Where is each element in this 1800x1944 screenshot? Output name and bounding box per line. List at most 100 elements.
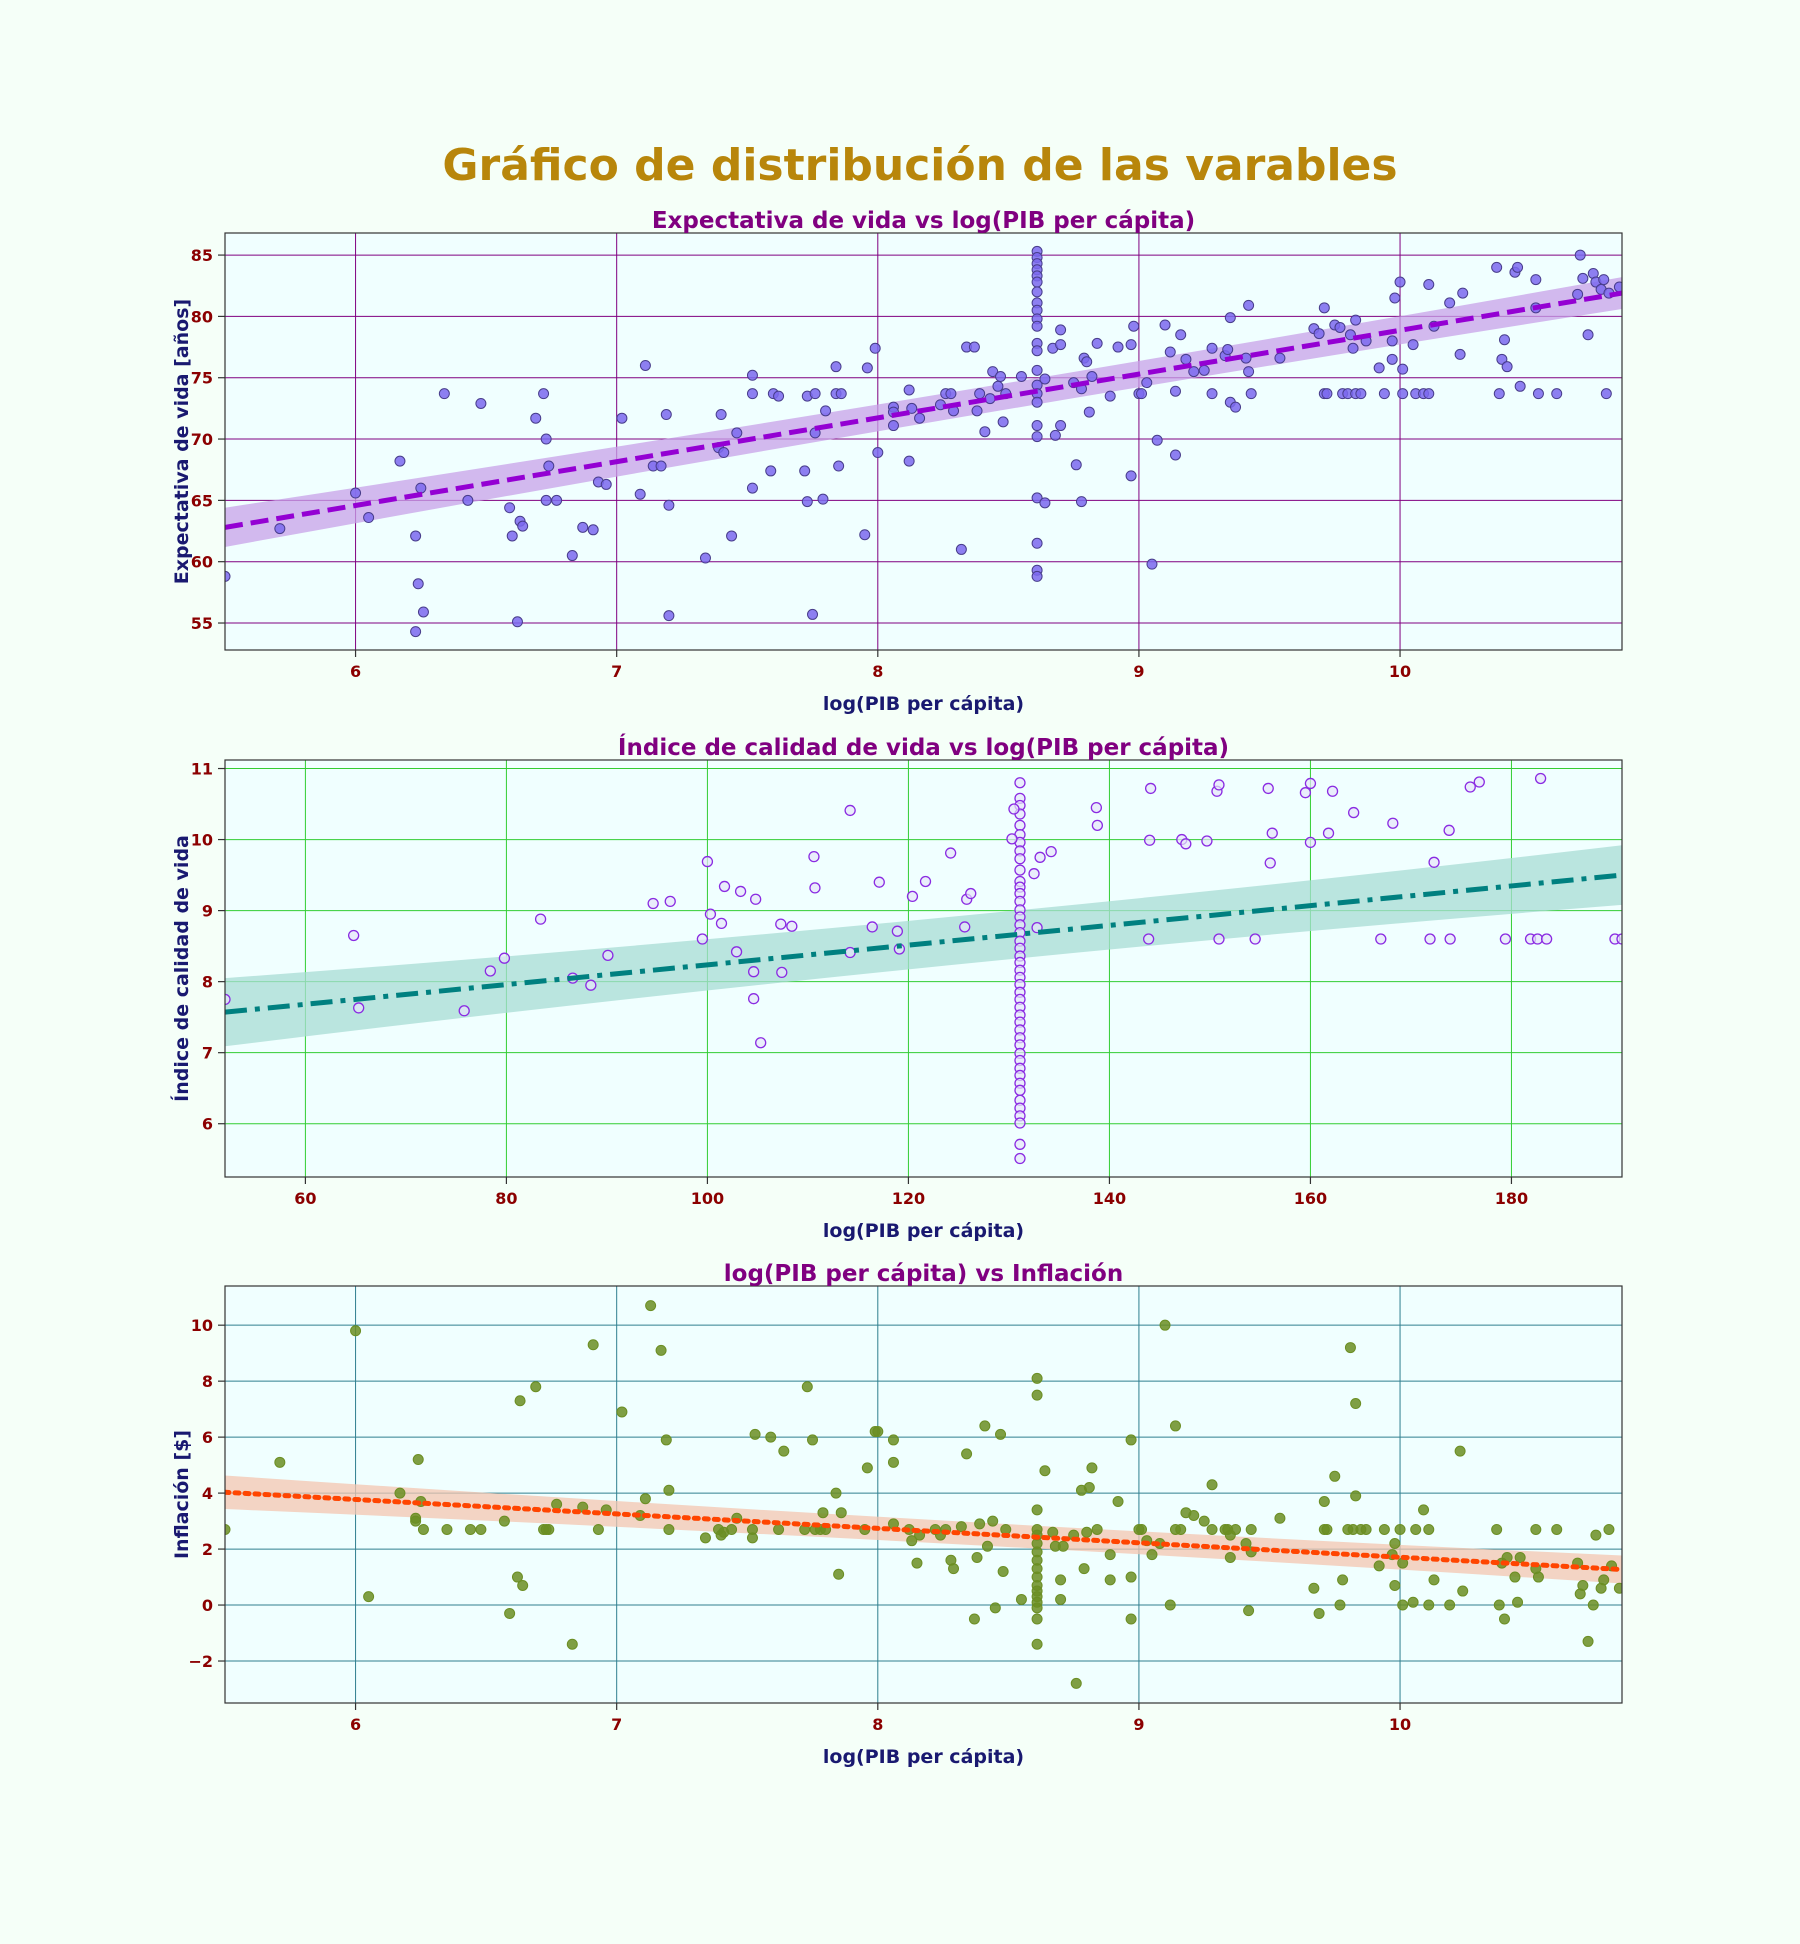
data-point [808, 850, 820, 863]
data-point [1031, 570, 1043, 582]
data-point [1454, 348, 1466, 360]
data-point [1180, 353, 1192, 365]
x-tick-label: 180 [1495, 1189, 1528, 1208]
data-point [1308, 1582, 1320, 1594]
data-point [979, 426, 991, 438]
data-point [274, 1456, 286, 1468]
data-point [585, 979, 597, 991]
data-point [974, 1518, 986, 1530]
data-point [1321, 388, 1333, 400]
data-point [903, 455, 915, 467]
data-point [696, 933, 709, 945]
x-tick-label: 9 [1133, 1715, 1144, 1734]
data-point [1006, 833, 1018, 845]
panel-quality-index: 60 80 100 120 140 160 180 6 7 8 9 10 11 Índice de cal… [170, 733, 1623, 1242]
data-point [861, 1462, 873, 1474]
data-point [1045, 845, 1057, 858]
data-point [1015, 1593, 1027, 1605]
y-tick-label: 2 [202, 1540, 213, 1559]
data-point [1530, 274, 1542, 286]
data-point [1055, 324, 1067, 336]
data-point [1091, 1523, 1103, 1535]
trend-line [225, 872, 1622, 1015]
data-point [517, 520, 529, 532]
y-tick-label: 7 [202, 1044, 213, 1063]
data-point [1551, 1523, 1563, 1535]
data-point [1397, 388, 1409, 400]
x-tick-label: 7 [611, 1715, 622, 1734]
data-point [1014, 864, 1026, 876]
data-point [1496, 353, 1508, 365]
data-point [538, 388, 550, 400]
data-point [1057, 1540, 1069, 1552]
data-point [749, 1428, 761, 1440]
data-point [663, 499, 675, 511]
data-point [1112, 341, 1124, 353]
data-point [1266, 827, 1278, 839]
data-point [746, 482, 758, 494]
data-point [1444, 1599, 1456, 1611]
data-point [773, 1523, 785, 1535]
data-point [1532, 388, 1544, 400]
data-point [655, 1344, 667, 1356]
data-point [394, 455, 406, 467]
plot-frame [224, 1285, 1623, 1704]
data-point [484, 965, 496, 977]
y-axis-label: Inflación [$] [171, 1430, 193, 1559]
data-point [989, 1602, 1001, 1614]
data-point [1423, 388, 1435, 400]
data-point [992, 380, 1004, 392]
data-point [817, 1507, 829, 1519]
data-point [1028, 868, 1040, 880]
data-point [833, 460, 845, 472]
y-tick-label: 85 [191, 246, 213, 265]
data-point [987, 366, 999, 378]
y-tick-label: 0 [202, 1596, 213, 1615]
data-point [1313, 1607, 1325, 1619]
data-point [1014, 777, 1026, 789]
data-point [347, 929, 360, 942]
x-tick-label: 8 [872, 662, 883, 681]
data-point [887, 420, 899, 432]
data-point [1086, 370, 1098, 382]
data-point [1081, 1526, 1093, 1538]
data-point [639, 1493, 651, 1505]
y-tick-label: −2 [188, 1652, 213, 1671]
x-axis-label: log(PIB per cápita) [823, 1746, 1024, 1768]
data-point [1175, 1523, 1187, 1535]
x-tick-label: 10 [1389, 1715, 1411, 1734]
data-point [1378, 1523, 1390, 1535]
data-point [906, 890, 919, 903]
data-point [1587, 1599, 1599, 1611]
data-point [225, 570, 231, 582]
data-point [887, 1434, 899, 1446]
data-point [363, 1591, 375, 1603]
data-point [1164, 1599, 1176, 1611]
data-point [873, 876, 885, 888]
data-point [1206, 1479, 1218, 1491]
data-point [1350, 1490, 1362, 1502]
y-tick-label: 60 [191, 553, 213, 572]
y-tick-label: 9 [202, 902, 213, 921]
data-point [1551, 388, 1563, 400]
data-point [1532, 1571, 1544, 1583]
data-point [1055, 420, 1067, 432]
data-point [699, 552, 711, 564]
y-tick-label: 4 [202, 1484, 213, 1503]
y-tick-label: 75 [191, 369, 213, 388]
data-point [543, 1523, 555, 1535]
panel-inflation: 6 7 8 9 10 −2 0 2 4 6 8 10 log(PIB per cápita) vs In… [171, 1261, 1623, 1768]
data-point [914, 412, 926, 424]
data-point [350, 1325, 362, 1337]
data-point [1304, 836, 1317, 849]
data-point [1397, 363, 1409, 375]
data-point [1159, 1319, 1171, 1331]
data-point [1397, 1599, 1409, 1611]
data-point [979, 1420, 991, 1432]
data-point [551, 1498, 563, 1510]
data-point [1031, 1638, 1043, 1650]
data-point [919, 875, 932, 888]
data-point [504, 1607, 516, 1619]
data-point [746, 1523, 758, 1535]
data-point [1014, 1084, 1026, 1096]
